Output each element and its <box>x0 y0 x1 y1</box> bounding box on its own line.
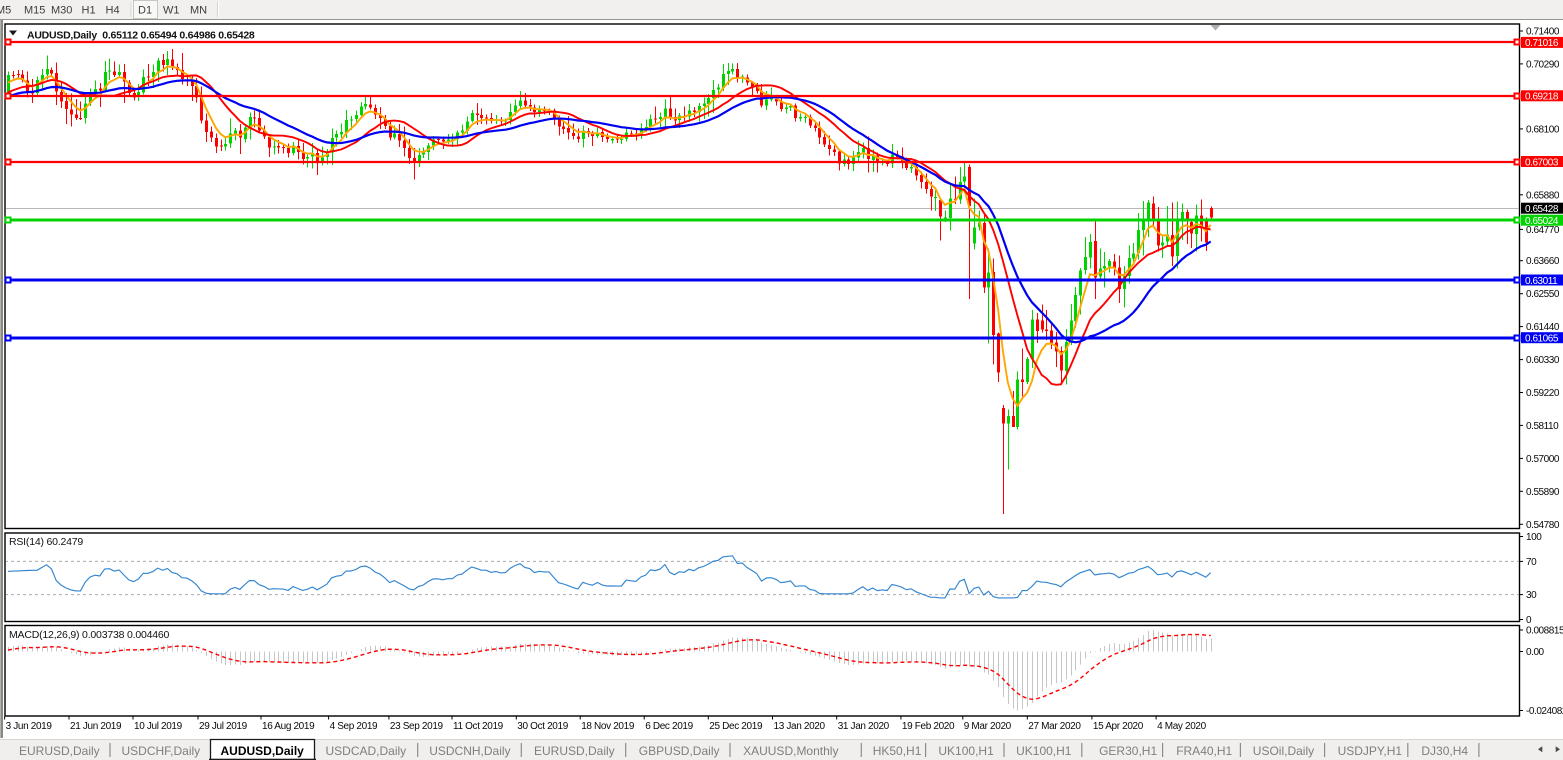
svg-text:9 Mar 2020: 9 Mar 2020 <box>964 721 1012 732</box>
svg-text:UK100,H1: UK100,H1 <box>938 744 994 758</box>
svg-text:GER30,H1: GER30,H1 <box>1099 744 1157 758</box>
svg-text:0.60330: 0.60330 <box>1526 355 1560 366</box>
svg-text:AUDUSD,Daily 0.65112 0.65494: AUDUSD,Daily 0.65112 0.65494 0.64986 0.6… <box>27 30 255 42</box>
svg-text:0.57000: 0.57000 <box>1526 454 1560 465</box>
svg-text:6 Dec 2019: 6 Dec 2019 <box>645 721 693 732</box>
svg-text:0.00: 0.00 <box>1526 647 1545 658</box>
svg-text:EURUSD,Daily: EURUSD,Daily <box>19 744 100 758</box>
svg-text:18 Nov 2019: 18 Nov 2019 <box>581 721 635 732</box>
svg-text:10 Jul 2019: 10 Jul 2019 <box>134 721 183 732</box>
svg-text:11 Oct 2019: 11 Oct 2019 <box>453 721 504 732</box>
svg-text:4 Sep 2019: 4 Sep 2019 <box>330 721 378 732</box>
svg-text:MN: MN <box>190 5 207 17</box>
svg-text:0.54780: 0.54780 <box>1526 520 1560 531</box>
svg-text:GBPUSD,Daily: GBPUSD,Daily <box>639 744 720 758</box>
svg-text:M5: M5 <box>0 5 11 17</box>
svg-text:-0.024082: -0.024082 <box>1526 706 1563 717</box>
svg-text:0.67003: 0.67003 <box>1525 157 1559 168</box>
svg-text:USDCHF,Daily: USDCHF,Daily <box>122 744 201 758</box>
svg-text:0.55890: 0.55890 <box>1526 487 1560 498</box>
svg-text:0: 0 <box>1526 615 1532 626</box>
svg-text:FRA40,H1: FRA40,H1 <box>1176 744 1232 758</box>
svg-text:4 May 2020: 4 May 2020 <box>1157 721 1207 732</box>
svg-text:EURUSD,Daily: EURUSD,Daily <box>534 744 615 758</box>
svg-text:0.63011: 0.63011 <box>1525 276 1558 287</box>
svg-text:0.61065: 0.61065 <box>1525 334 1559 345</box>
svg-text:16 Aug 2019: 16 Aug 2019 <box>262 721 315 732</box>
svg-text:0.70290: 0.70290 <box>1526 59 1560 70</box>
svg-text:15 Apr 2020: 15 Apr 2020 <box>1093 721 1144 732</box>
svg-text:0.008815: 0.008815 <box>1526 626 1563 637</box>
svg-text:HK50,H1: HK50,H1 <box>873 744 922 758</box>
svg-text:0.71400: 0.71400 <box>1526 27 1560 38</box>
svg-text:29 Jul 2019: 29 Jul 2019 <box>199 721 248 732</box>
svg-text:30: 30 <box>1526 590 1537 601</box>
svg-text:30 Oct 2019: 30 Oct 2019 <box>517 721 568 732</box>
svg-text:MACD(12,26,9) 0.003738 0.00446: MACD(12,26,9) 0.003738 0.004460 <box>9 629 170 641</box>
svg-text:USDCAD,Daily: USDCAD,Daily <box>326 744 407 758</box>
svg-text:0.64770: 0.64770 <box>1526 225 1560 236</box>
svg-text:27 Mar 2020: 27 Mar 2020 <box>1028 721 1081 732</box>
svg-text:H4: H4 <box>106 5 120 17</box>
svg-text:0.62550: 0.62550 <box>1526 289 1560 300</box>
svg-text:31 Jan 2020: 31 Jan 2020 <box>838 721 890 732</box>
svg-text:13 Jan 2020: 13 Jan 2020 <box>774 721 826 732</box>
svg-text:UK100,H1: UK100,H1 <box>1016 744 1072 758</box>
svg-text:25 Dec 2019: 25 Dec 2019 <box>709 721 763 732</box>
svg-text:XAUUSD,Monthly: XAUUSD,Monthly <box>743 744 838 758</box>
svg-text:AUDUSD,Daily: AUDUSD,Daily <box>221 744 305 758</box>
svg-text:RSI(14) 60.2479: RSI(14) 60.2479 <box>9 536 83 548</box>
svg-text:0.68100: 0.68100 <box>1526 124 1560 135</box>
svg-text:23 Sep 2019: 23 Sep 2019 <box>390 721 444 732</box>
svg-text:70: 70 <box>1526 557 1537 568</box>
svg-text:0.59220: 0.59220 <box>1526 388 1560 399</box>
svg-text:USOil,Daily: USOil,Daily <box>1253 744 1314 758</box>
svg-text:3 Jun 2019: 3 Jun 2019 <box>6 721 53 732</box>
svg-text:DJ30,H4: DJ30,H4 <box>1421 744 1468 758</box>
svg-text:M15: M15 <box>24 5 45 17</box>
svg-text:W1: W1 <box>163 5 180 17</box>
svg-text:19 Feb 2020: 19 Feb 2020 <box>902 721 955 732</box>
svg-text:0.63660: 0.63660 <box>1526 256 1560 267</box>
svg-text:0.65880: 0.65880 <box>1526 190 1560 201</box>
svg-text:USDCNH,Daily: USDCNH,Daily <box>429 744 510 758</box>
svg-text:USDJPY,H1: USDJPY,H1 <box>1338 744 1403 758</box>
svg-text:0.65024: 0.65024 <box>1525 216 1559 227</box>
svg-text:100: 100 <box>1526 532 1542 543</box>
svg-text:0.69218: 0.69218 <box>1525 92 1559 103</box>
svg-text:H1: H1 <box>82 5 96 17</box>
svg-text:0.65428: 0.65428 <box>1525 204 1559 215</box>
svg-text:21 Jun 2019: 21 Jun 2019 <box>70 721 122 732</box>
svg-text:0.71016: 0.71016 <box>1525 38 1559 49</box>
svg-text:0.61440: 0.61440 <box>1526 322 1560 333</box>
svg-text:0.58110: 0.58110 <box>1526 421 1559 432</box>
svg-text:D1: D1 <box>138 5 152 17</box>
svg-text:M30: M30 <box>51 5 72 17</box>
